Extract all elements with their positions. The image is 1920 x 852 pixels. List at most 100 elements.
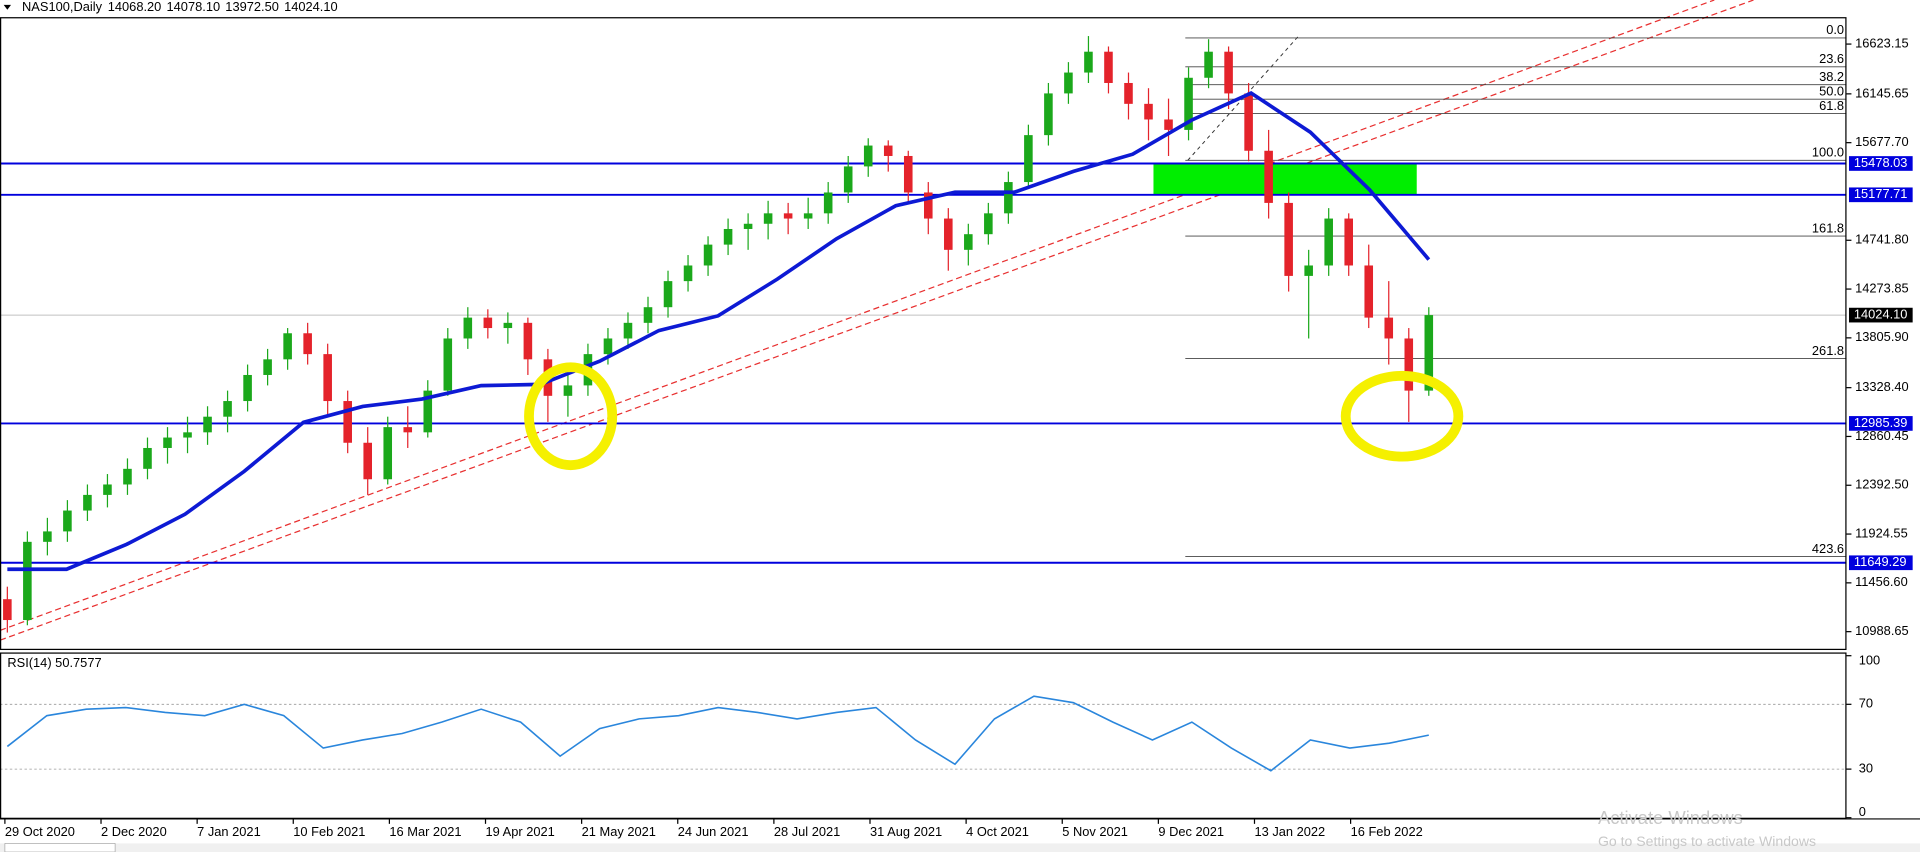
candle-body (103, 484, 112, 495)
candle-body (183, 432, 192, 438)
y-tick-label: 16145.65 (1855, 85, 1909, 100)
candle-body (663, 281, 673, 308)
last-price-label: 14024.10 (1854, 306, 1908, 321)
candle-body (1164, 119, 1173, 130)
candle-body (1124, 82, 1133, 104)
rsi-y-tick-label: 0 (1859, 804, 1866, 819)
rsi-line (6, 695, 1429, 772)
candle-body (503, 322, 513, 329)
candle-body (964, 234, 973, 250)
candle-body (1204, 51, 1213, 78)
candle-body (1084, 51, 1093, 73)
x-tick-label: 4 Oct 2021 (966, 824, 1029, 839)
header-value: 13972.50 (225, 0, 279, 14)
candle-body (243, 374, 252, 402)
rsi-y-tick-label: 100 (1859, 652, 1880, 667)
rsi-y-tick-label: 30 (1859, 761, 1873, 776)
tab[interactable] (4, 843, 116, 852)
tab-bar[interactable] (0, 843, 1920, 852)
candle-body (1324, 218, 1333, 266)
x-tick-label: 5 Nov 2021 (1062, 824, 1128, 839)
x-tick-label: 13 Jan 2022 (1254, 824, 1325, 839)
candle-body (1424, 315, 1434, 391)
x-tick-label: 21 May 2021 (582, 824, 656, 839)
candle-body (463, 317, 473, 339)
candle-body (363, 442, 372, 480)
candle-body (723, 228, 733, 245)
candle-body (1344, 218, 1353, 266)
fib-label: 423.6 (1812, 541, 1844, 556)
trend-line (0, 0, 1754, 641)
y-tick-label: 12392.50 (1855, 477, 1909, 492)
candle-body (863, 145, 873, 167)
x-tick-label: 7 Jan 2021 (197, 824, 261, 839)
moving-average (7, 91, 1431, 572)
candle-body (783, 213, 793, 219)
candle-body (423, 390, 433, 433)
watermark-title: Activate Windows (1598, 807, 1743, 828)
candle-body (1304, 265, 1313, 276)
candle-body (1004, 182, 1013, 214)
menu-arrow[interactable] (3, 4, 12, 10)
fib-label: 38.2 (1819, 69, 1844, 84)
candle-body (1104, 51, 1113, 83)
fib-label: 161.8 (1812, 220, 1844, 235)
highlight-circle (1340, 370, 1464, 462)
level-label: 11649.29 (1854, 554, 1907, 569)
x-tick-label: 29 Oct 2020 (5, 824, 75, 839)
level-tag (1848, 555, 1913, 571)
candle-body (843, 166, 853, 193)
candle-body (1024, 135, 1033, 183)
level-label: 12985.39 (1854, 415, 1908, 430)
level-label: 15478.03 (1854, 155, 1908, 170)
candle-body (1244, 93, 1253, 151)
fib-label: 0.0 (1826, 22, 1844, 37)
fib-label: 61.8 (1819, 98, 1844, 113)
x-tick-label: 9 Dec 2021 (1158, 824, 1224, 839)
candle-body (83, 494, 92, 511)
level-tag (1848, 416, 1913, 431)
header-value: 14024.10 (284, 0, 338, 14)
candle-body (984, 213, 993, 235)
candle-body (1264, 150, 1273, 203)
candle-body (944, 218, 953, 250)
x-tick-label: 2 Dec 2020 (101, 824, 167, 839)
candle-body (483, 317, 493, 329)
x-tick-label: 28 Jul 2021 (774, 824, 840, 839)
candle-body (683, 265, 693, 282)
y-tick-label: 16623.15 (1855, 35, 1909, 50)
level-tag (1848, 187, 1913, 203)
annotations (0, 0, 1847, 641)
candle-body (1404, 338, 1414, 391)
y-tick-label: 11456.60 (1855, 574, 1908, 589)
annotations-front (524, 362, 1464, 471)
candle-body (803, 213, 813, 219)
candle-body (763, 213, 773, 224)
y-tick-label: 10988.65 (1855, 623, 1909, 638)
candle-body (323, 354, 332, 402)
y-tick-label: 14741.80 (1855, 232, 1909, 247)
fib-label: 261.8 (1812, 343, 1844, 358)
candle-body (883, 145, 893, 156)
candle-body (123, 468, 132, 485)
candle-body (63, 510, 72, 532)
x-tick-label: 10 Feb 2021 (293, 824, 365, 839)
candle-body (3, 599, 12, 621)
candle-body (443, 338, 453, 391)
candle-body (343, 401, 352, 443)
x-tick-label: 19 Apr 2021 (486, 824, 555, 839)
candle-body (1044, 93, 1053, 136)
candle-body (523, 322, 533, 360)
candle-body (703, 244, 713, 266)
x-tick-label: 31 Aug 2021 (870, 824, 942, 839)
candle-body (1384, 317, 1394, 339)
fib-label: 100.0 (1812, 145, 1844, 160)
candle-body (1064, 72, 1073, 94)
rsi-title: RSI(14) 50.7577 (7, 655, 101, 670)
fib-label: 50.0 (1819, 83, 1844, 98)
rsi-y-tick-label: 70 (1859, 696, 1873, 711)
